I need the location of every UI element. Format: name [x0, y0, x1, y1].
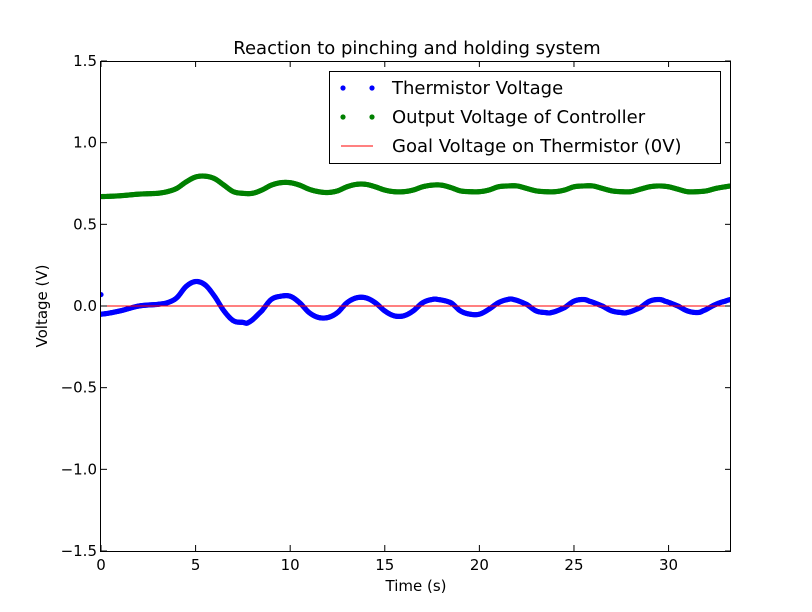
y-tick-label: 1.5 — [73, 52, 97, 70]
series-thermistor-voltage — [101, 278, 731, 326]
x-tick-label: 0 — [96, 556, 106, 574]
x-tick-label: 15 — [375, 556, 394, 574]
legend-marker-output-1 — [340, 114, 346, 120]
series-output-voltage-of-controller — [101, 173, 731, 200]
y-tick-label: 0.5 — [73, 215, 97, 233]
legend-marker-thermistor-2 — [369, 85, 375, 91]
legend-label-thermistor: Thermistor Voltage — [391, 78, 563, 99]
outlier-point — [101, 291, 104, 298]
legend-marker-output-2 — [369, 114, 375, 120]
y-tick-label: −1.5 — [61, 542, 97, 560]
y-axis-label: Voltage (V) — [33, 265, 51, 348]
chart-title: Reaction to pinching and holding system — [233, 38, 600, 59]
x-axis-label: Time (s) — [385, 577, 447, 595]
axis-tick-labels: 0 5 10 15 20 25 30 −1.5 −1.0 −0.5 0.0 0.5 1.0 1.5 — [61, 52, 679, 574]
legend-marker-thermistor-1 — [340, 85, 346, 91]
y-tick-label: −0.5 — [61, 379, 97, 397]
x-tick-label: 25 — [564, 556, 583, 574]
legend-label-goal: Goal Voltage on Thermistor (0V) — [392, 136, 682, 157]
y-tick-label: 1.0 — [73, 134, 97, 152]
x-tick-label: 20 — [470, 556, 489, 574]
y-tick-label: −1.0 — [61, 460, 97, 478]
legend: Thermistor Voltage Output Voltage of Con… — [329, 71, 721, 164]
x-tick-label: 5 — [191, 556, 201, 574]
axis-ticks — [100, 60, 731, 552]
plot-area — [101, 173, 731, 326]
y-tick-label: 0.0 — [73, 297, 97, 315]
x-tick-label: 30 — [659, 556, 678, 574]
legend-box — [329, 71, 721, 164]
legend-label-output: Output Voltage of Controller — [392, 107, 646, 128]
x-tick-label: 10 — [281, 556, 300, 574]
